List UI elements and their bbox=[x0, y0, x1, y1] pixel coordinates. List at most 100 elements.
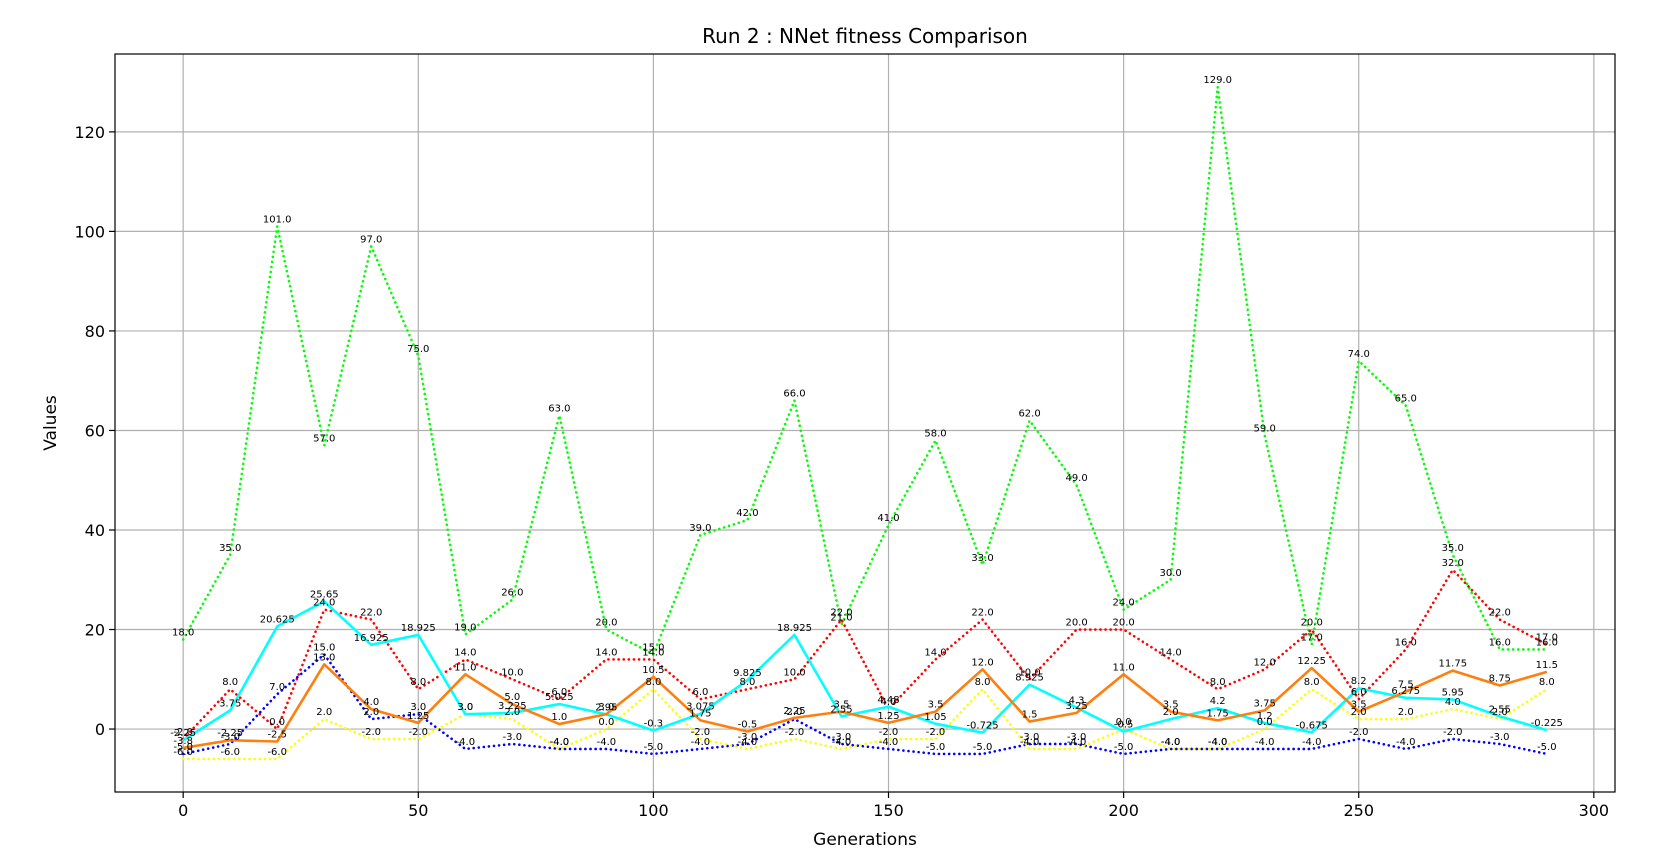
x-tick-label: 200 bbox=[1108, 801, 1139, 820]
data-label: -0.725 bbox=[966, 721, 998, 732]
y-tick-label: 100 bbox=[74, 222, 105, 241]
data-label: 8.0 bbox=[1539, 677, 1555, 688]
data-label: -5.0 bbox=[973, 742, 993, 753]
data-label: -3.8 bbox=[173, 736, 193, 747]
data-label: 11.5 bbox=[1536, 660, 1558, 671]
series-line-6 bbox=[182, 663, 1548, 750]
data-label: 58.0 bbox=[924, 428, 946, 439]
data-label: -2.0 bbox=[1349, 727, 1369, 738]
data-label: 62.0 bbox=[1018, 409, 1040, 420]
data-label: 3.75 bbox=[219, 698, 241, 709]
plot-frame bbox=[114, 53, 1616, 793]
data-label: 74.0 bbox=[1348, 349, 1370, 360]
data-label: 10.5 bbox=[642, 665, 664, 676]
data-label: -2.25 bbox=[170, 728, 196, 739]
data-label: -4.0 bbox=[1208, 737, 1228, 748]
data-label: 0.0 bbox=[598, 717, 614, 728]
data-label: 22.0 bbox=[360, 608, 382, 619]
data-label: 22.0 bbox=[830, 608, 852, 619]
grid bbox=[115, 54, 1615, 792]
data-label: 10.0 bbox=[501, 667, 523, 678]
data-label: -4.0 bbox=[691, 737, 711, 748]
data-label: 6.0 bbox=[551, 687, 567, 698]
data-label: 5.95 bbox=[1442, 687, 1464, 698]
data-label: 39.0 bbox=[689, 523, 711, 534]
data-label: 3.5 bbox=[1163, 700, 1179, 711]
data-label: 20.625 bbox=[260, 614, 295, 625]
data-label: 16.0 bbox=[1536, 637, 1558, 648]
y-tick-label: 0 bbox=[95, 720, 105, 739]
data-label: 2.0 bbox=[316, 707, 332, 718]
data-label: 25.65 bbox=[310, 589, 339, 600]
data-label: -2.5 bbox=[267, 729, 287, 740]
data-label: -2.0 bbox=[409, 727, 429, 738]
data-label: -4.0 bbox=[1302, 737, 1322, 748]
y-tick-label: 120 bbox=[74, 123, 105, 142]
data-label: 17.0 bbox=[1536, 632, 1558, 643]
data-label: -2.0 bbox=[879, 727, 899, 738]
data-label: 7.5 bbox=[1398, 680, 1414, 691]
data-label: 97.0 bbox=[360, 234, 382, 245]
data-label: -4.0 bbox=[1020, 737, 1040, 748]
data-label: 24.0 bbox=[1112, 598, 1134, 609]
data-label: -4.0 bbox=[597, 737, 617, 748]
data-label: -4.0 bbox=[456, 737, 476, 748]
x-tick-label: 300 bbox=[1579, 801, 1610, 820]
data-label: 3.75 bbox=[1254, 698, 1276, 709]
data-label: 20.0 bbox=[1301, 618, 1323, 629]
x-tick-label: 250 bbox=[1343, 801, 1374, 820]
data-label: 8.75 bbox=[1489, 674, 1511, 685]
data-label: 8.0 bbox=[410, 677, 426, 688]
data-label: 2.0 bbox=[1163, 707, 1179, 718]
data-label: 3.075 bbox=[686, 702, 715, 713]
data-label: 2.0 bbox=[1351, 707, 1367, 718]
data-label: 3.5 bbox=[834, 700, 850, 711]
data-label: 12.25 bbox=[1297, 656, 1326, 667]
data-label: 1.75 bbox=[689, 708, 711, 719]
series-line-2 bbox=[181, 568, 1549, 741]
series-lines bbox=[181, 85, 1549, 761]
chart-title: Run 2 : NNet fitness Comparison bbox=[702, 24, 1028, 48]
data-label: -3.0 bbox=[1020, 732, 1040, 743]
data-label: 3.225 bbox=[498, 701, 527, 712]
data-label: 22.0 bbox=[1489, 608, 1511, 619]
data-label: 2.0 bbox=[504, 707, 520, 718]
data-label: 10.0 bbox=[783, 667, 805, 678]
data-label: -4.0 bbox=[1255, 737, 1275, 748]
data-label: 2.0 bbox=[1398, 707, 1414, 718]
data-label: 101.0 bbox=[263, 214, 292, 225]
data-label: -3.0 bbox=[832, 732, 852, 743]
data-label: 57.0 bbox=[313, 433, 335, 444]
data-label: 30.0 bbox=[1160, 568, 1182, 579]
data-label: 2.55 bbox=[1489, 704, 1511, 715]
data-label: 12.0 bbox=[971, 657, 993, 668]
data-label: 8.0 bbox=[1210, 677, 1226, 688]
data-label: 2.0 bbox=[363, 707, 379, 718]
data-label: 8.0 bbox=[975, 677, 991, 688]
data-label: -0.5 bbox=[1114, 720, 1134, 731]
data-label: 0.0 bbox=[269, 717, 285, 728]
x-axis-label: Generations bbox=[813, 830, 917, 850]
data-label: -5.0 bbox=[926, 742, 946, 753]
data-label: 1.75 bbox=[1207, 708, 1229, 719]
data-label: 0.0 bbox=[1257, 717, 1273, 728]
data-label: 11.75 bbox=[1438, 659, 1467, 670]
data-label: -4.0 bbox=[1161, 737, 1181, 748]
data-label: -3.0 bbox=[503, 732, 523, 743]
data-label: 0.0 bbox=[1116, 717, 1132, 728]
data-label: -4.0 bbox=[550, 737, 570, 748]
series-line-5 bbox=[182, 600, 1548, 742]
data-label: 6.275 bbox=[1391, 686, 1420, 697]
data-label: 18.0 bbox=[172, 627, 194, 638]
data-label: -4.0 bbox=[832, 737, 852, 748]
data-label: -3.0 bbox=[738, 732, 758, 743]
data-label: -3.0 bbox=[1067, 732, 1087, 743]
data-label: 2.25 bbox=[783, 706, 805, 717]
data-label: 6.0 bbox=[692, 687, 708, 698]
data-label: 15.0 bbox=[642, 642, 664, 653]
data-label: -4.0 bbox=[550, 737, 570, 748]
data-label: -6.0 bbox=[267, 747, 287, 758]
data-label: 8.0 bbox=[739, 677, 755, 688]
data-label: 9.825 bbox=[733, 668, 762, 679]
